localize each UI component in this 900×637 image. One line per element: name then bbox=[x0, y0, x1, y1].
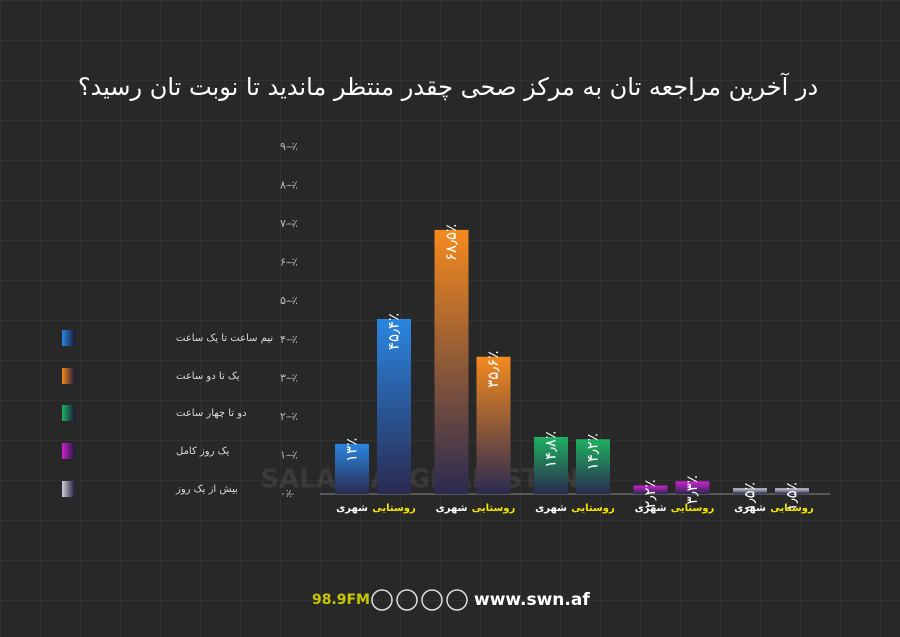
legend-swatch bbox=[62, 443, 75, 459]
x-tick-label: روستایی bbox=[571, 503, 615, 514]
bar bbox=[377, 318, 411, 494]
value-label: ۱٫۵٪ bbox=[741, 482, 759, 511]
value-label: ۲٫۲٪ bbox=[641, 480, 659, 509]
watermark: SALAM AFGHANISTAN bbox=[260, 465, 579, 495]
legend-label: یک تا دو ساعت bbox=[176, 371, 240, 382]
legend-swatch bbox=[62, 405, 75, 421]
value-label: ۳۵٫۶٪ bbox=[484, 351, 502, 388]
x-tick-label: روستایی bbox=[372, 503, 416, 514]
social-icons bbox=[371, 589, 468, 611]
legend-swatch bbox=[62, 330, 75, 346]
bar bbox=[733, 488, 767, 494]
x-tick-label: شهری bbox=[436, 503, 468, 514]
bar bbox=[534, 436, 568, 494]
value-label: ۴۵٫۴٪ bbox=[385, 313, 403, 350]
y-tick-label: ۰٪ bbox=[280, 487, 292, 500]
value-label: ۱۳٪ bbox=[343, 438, 361, 462]
x-tick-label: شهری bbox=[336, 503, 368, 514]
bar bbox=[335, 443, 369, 494]
chart-title: در آخرین مراجعه تان به مرکز صحی چقدر منت… bbox=[78, 72, 818, 101]
legend-label: نیم ساعت تا یک ساعت bbox=[176, 333, 273, 344]
legend-label: یک روز کامل bbox=[176, 446, 230, 457]
x-tick-label: شهری bbox=[734, 503, 766, 514]
x-tick-label: روستایی bbox=[472, 503, 516, 514]
x-tick-label: شهری bbox=[535, 503, 567, 514]
legend-swatch bbox=[62, 481, 75, 497]
value-label: ۳٫۳٪ bbox=[683, 475, 701, 504]
x-tick-label: شهری bbox=[635, 503, 667, 514]
legend-label: بیش از یک روز bbox=[175, 484, 238, 495]
website: www.swn.af bbox=[474, 590, 590, 610]
value-label: ۱٫۵٪ bbox=[783, 482, 801, 511]
value-label: ۱۴٫۲٪ bbox=[584, 433, 602, 470]
bar bbox=[576, 439, 610, 494]
x-tick-label: روستایی bbox=[770, 503, 814, 514]
legend-label: دو تا چهار ساعت bbox=[176, 408, 247, 419]
value-label: ۱۴٫۸٪ bbox=[542, 431, 560, 468]
bar bbox=[633, 485, 668, 494]
radio-frequency: 98.9FM bbox=[312, 592, 370, 608]
bar bbox=[476, 356, 511, 494]
legend-swatch bbox=[62, 368, 75, 384]
bar bbox=[775, 488, 809, 494]
bar bbox=[675, 481, 710, 494]
x-tick-label: روستایی bbox=[671, 503, 715, 514]
bar bbox=[434, 229, 469, 494]
value-label: ۶۸٫۵٪ bbox=[442, 224, 460, 261]
